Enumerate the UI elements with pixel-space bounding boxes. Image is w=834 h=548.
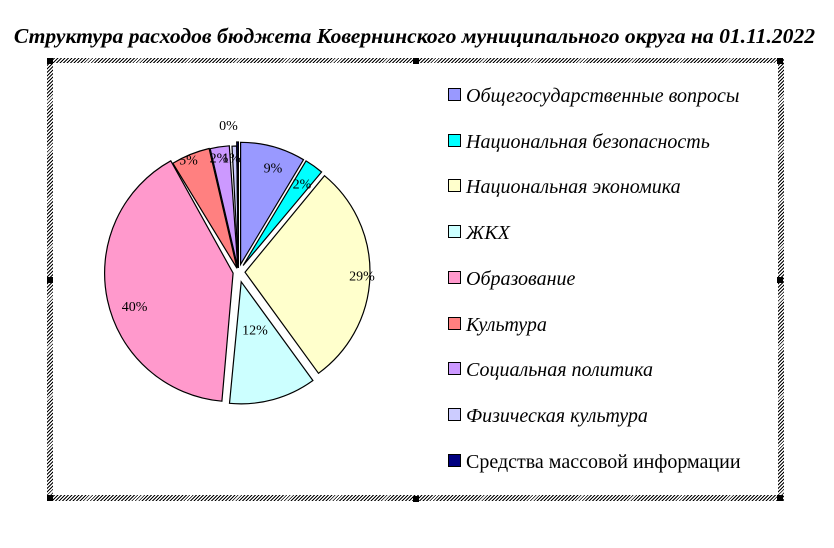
svg-text:9%: 9% — [264, 162, 283, 177]
svg-text:5%: 5% — [179, 154, 198, 169]
svg-text:12%: 12% — [242, 324, 268, 339]
svg-text:40%: 40% — [122, 300, 148, 315]
svg-text:0%: 0% — [219, 119, 238, 134]
svg-text:2%: 2% — [210, 152, 229, 167]
svg-text:29%: 29% — [349, 270, 375, 285]
svg-text:2%: 2% — [293, 178, 312, 193]
svg-text:1%: 1% — [222, 152, 241, 167]
